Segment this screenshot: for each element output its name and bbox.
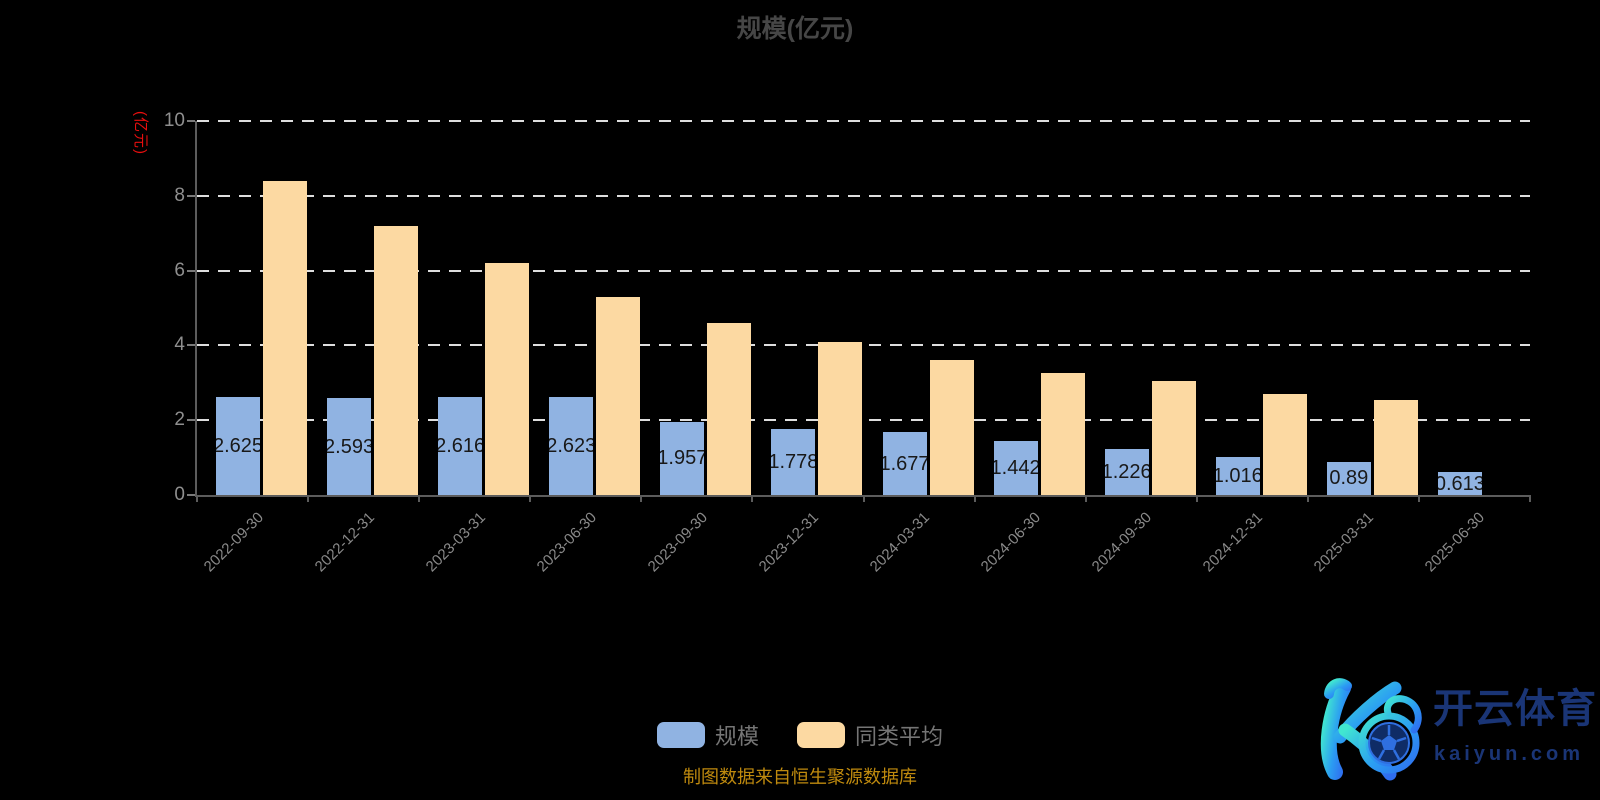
gridline — [197, 269, 1530, 272]
y-axis-tick — [187, 194, 195, 197]
bar-value-label: 1.957 — [660, 447, 705, 470]
peer-average-bar[interactable] — [1262, 394, 1307, 495]
legend: 规模 同类平均 — [0, 719, 1600, 751]
x-axis-label: 2024-09-30 — [1088, 509, 1156, 576]
bar-value-label: 1.778 — [771, 450, 816, 473]
plot-area: 0 2 4 6 8 10 2022-09-30 2.625 2022-12-31 2.593 202… — [164, 110, 1531, 575]
y-axis-tick-label: 2 — [174, 409, 185, 431]
bar-value-label: 1.016 — [1215, 465, 1260, 487]
gridline — [197, 120, 1530, 122]
gridline — [197, 419, 1530, 422]
x-axis-label: 2023-09-30 — [644, 509, 711, 576]
y-axis-tick — [187, 269, 195, 272]
x-axis-label: 2024-06-30 — [977, 509, 1045, 576]
x-axis-tick — [196, 495, 198, 502]
x-axis-label: 2025-03-31 — [1311, 509, 1378, 576]
peer-average-bar[interactable] — [374, 225, 419, 495]
bar-value-label: 1.226 — [1104, 461, 1149, 484]
y-axis-tick-label: 10 — [163, 110, 185, 131]
x-axis-tick — [1417, 495, 1420, 502]
peer-average-swatch — [797, 722, 845, 748]
x-axis-tick — [862, 495, 865, 502]
gridline — [197, 194, 1530, 197]
scale-bar[interactable]: 0.89 — [1326, 461, 1371, 495]
bar-value-label: 2.616 — [438, 435, 483, 458]
y-axis-tick — [187, 419, 195, 422]
kaiyun-logo-graphic: 开云体育 kaiyun.com — [1320, 678, 1597, 781]
peer-average-bar[interactable] — [263, 180, 307, 495]
x-axis-label: 2023-03-31 — [422, 509, 489, 576]
y-axis-tick-label: 6 — [174, 259, 185, 281]
x-axis-label: 2023-12-31 — [755, 509, 822, 576]
scale-swatch — [656, 722, 705, 748]
scale-bar[interactable]: 1.957 — [660, 421, 705, 495]
scale-bar[interactable]: 2.616 — [438, 397, 483, 495]
x-axis-label: 2023-06-30 — [533, 509, 600, 576]
scale-bar[interactable]: 1.226 — [1104, 449, 1149, 495]
y-axis-tick — [187, 120, 195, 122]
y-axis-unit-label: (亿元) — [132, 111, 149, 155]
peer-average-bar[interactable] — [818, 341, 863, 495]
x-axis-label: 2024-03-31 — [866, 509, 934, 576]
x-axis-label: 2022-12-31 — [311, 509, 378, 576]
x-axis-tick — [751, 495, 754, 502]
bar-value-label: 2.623 — [549, 434, 594, 457]
x-axis-tick — [529, 495, 532, 502]
bar-value-label: 1.442 — [993, 457, 1038, 480]
scale-bar[interactable]: 1.677 — [882, 432, 927, 495]
peer-average-bar[interactable] — [596, 296, 641, 495]
x-axis-label: 2022-09-30 — [200, 509, 267, 576]
x-axis-label: 2025-06-30 — [1422, 509, 1489, 576]
peer-average-bar[interactable] — [485, 263, 530, 495]
legend-item-scale[interactable]: 规模 — [656, 719, 759, 751]
bar-value-label: 2.625 — [216, 434, 260, 457]
x-axis-tick — [418, 495, 421, 502]
legend-label-scale: 规模 — [714, 724, 759, 749]
scale-bar[interactable]: 1.442 — [993, 441, 1038, 495]
x-axis-tick — [1529, 495, 1531, 502]
bar-value-label: 0.89 — [1329, 467, 1369, 490]
y-axis-tick-label: 8 — [174, 184, 185, 206]
y-axis-tick — [187, 494, 195, 496]
peer-average-bar[interactable] — [707, 322, 752, 495]
scale-bar[interactable]: 1.778 — [771, 428, 816, 495]
scale-bar[interactable]: 2.623 — [549, 396, 594, 495]
y-axis-tick — [187, 344, 195, 347]
legend-label-peer-average: 同类平均 — [855, 724, 944, 749]
x-axis-tick — [307, 495, 310, 502]
scale-bar[interactable]: 1.016 — [1215, 457, 1260, 495]
x-axis-tick — [1084, 495, 1087, 502]
scale-bar[interactable]: 2.593 — [327, 398, 372, 495]
peer-average-bar[interactable] — [1373, 399, 1418, 495]
data-source-note: 制图数据来自恒生聚源数据库 — [683, 767, 917, 787]
x-axis-label: 2024-12-31 — [1200, 509, 1267, 576]
chart-title: 规模(亿元) — [736, 15, 854, 43]
y-axis-tick-label: 0 — [174, 484, 185, 505]
kaiyun-logo[interactable]: 开云体育 kaiyun.com — [1283, 664, 1598, 787]
brand-name-text: 开云体育 — [1433, 687, 1597, 731]
x-axis-tick — [973, 495, 976, 502]
x-axis-tick — [1195, 495, 1198, 502]
peer-average-bar[interactable] — [1040, 373, 1085, 495]
peer-average-bar[interactable] — [929, 360, 974, 495]
brand-domain-text: kaiyun.com — [1434, 743, 1584, 765]
soccer-ball-icon — [1358, 695, 1422, 774]
bar-value-label: 2.593 — [327, 435, 372, 458]
peer-average-bar[interactable] — [1151, 380, 1196, 495]
bar-value-label: 1.677 — [882, 452, 927, 475]
scale-bar[interactable]: 0.613 — [1437, 472, 1482, 495]
x-axis-tick — [640, 495, 643, 502]
x-axis-tick — [1306, 495, 1309, 502]
scale-bar[interactable]: 2.625 — [216, 396, 260, 495]
gridline — [197, 344, 1530, 347]
y-axis-tick-label: 4 — [174, 334, 185, 356]
bar-value-label: 0.613 — [1437, 472, 1482, 495]
legend-item-peer-average[interactable]: 同类平均 — [797, 719, 943, 751]
